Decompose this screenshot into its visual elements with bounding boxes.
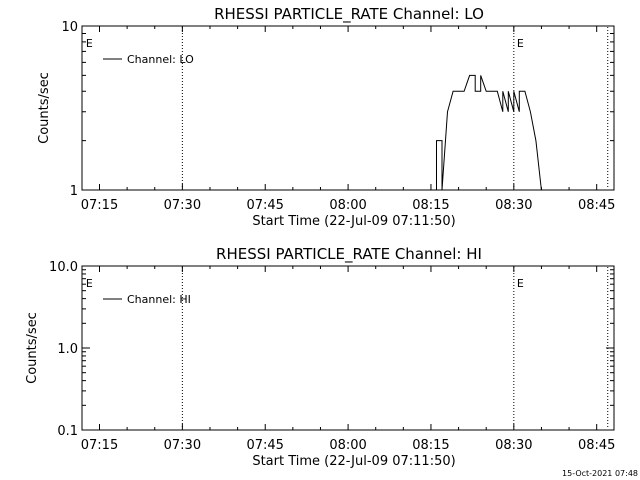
- y-tick-label: 10.0: [49, 260, 78, 275]
- y-axis-label: Counts/sec: [37, 72, 52, 144]
- x-tick-label: 08:45: [578, 198, 615, 213]
- x-tick-label: 07:15: [81, 198, 118, 213]
- x-tick-label: 08:15: [412, 438, 449, 453]
- plot-timestamp: 15-Oct-2021 07:48: [562, 469, 638, 478]
- x-tick-label: 07:45: [246, 198, 283, 213]
- y-tick-label: 1: [70, 184, 78, 199]
- event-marker-label: E: [517, 37, 524, 50]
- chart-title: RHESSI PARTICLE_RATE Channel: HI: [216, 245, 482, 264]
- y-tick-label: 10: [61, 20, 78, 35]
- y-tick-label: 1.0: [57, 342, 78, 357]
- event-marker-label: E: [517, 277, 524, 290]
- panel-hi: RHESSI PARTICLE_RATE Channel: HI 07:15 07:…: [25, 245, 615, 469]
- chart-title: RHESSI PARTICLE_RATE Channel: LO: [214, 5, 484, 24]
- series-line-channel-lo: [436, 74, 542, 191]
- x-tick-label: 08:00: [329, 198, 366, 213]
- x-tick-label: 07:30: [164, 198, 201, 213]
- x-axis-label: Start Time (22-Jul-09 07:11:50): [252, 214, 455, 229]
- x-tick-label: 08:00: [329, 438, 366, 453]
- event-marker-label: E: [86, 277, 93, 290]
- legend-entry: Channel: LO: [127, 53, 194, 66]
- y-tick-label: 0.1: [57, 424, 78, 439]
- plot-frame: [81, 265, 615, 431]
- plot-frame: [81, 25, 615, 191]
- x-tick-label: 07:15: [81, 438, 118, 453]
- x-tick-label: 08:45: [578, 438, 615, 453]
- x-tick-label: 08:15: [412, 198, 449, 213]
- x-tick-label: 08:30: [495, 198, 532, 213]
- legend-entry: Channel: HI: [127, 293, 191, 306]
- x-tick-label: 07:45: [246, 438, 283, 453]
- x-tick-label: 08:30: [495, 438, 532, 453]
- x-tick-label: 07:30: [164, 438, 201, 453]
- x-axis-label: Start Time (22-Jul-09 07:11:50): [252, 454, 455, 469]
- event-marker-label: E: [86, 37, 93, 50]
- y-axis-label: Counts/sec: [25, 312, 40, 384]
- panel-lo: RHESSI PARTICLE_RATE Channel: LO 07:15 07:…: [37, 5, 615, 229]
